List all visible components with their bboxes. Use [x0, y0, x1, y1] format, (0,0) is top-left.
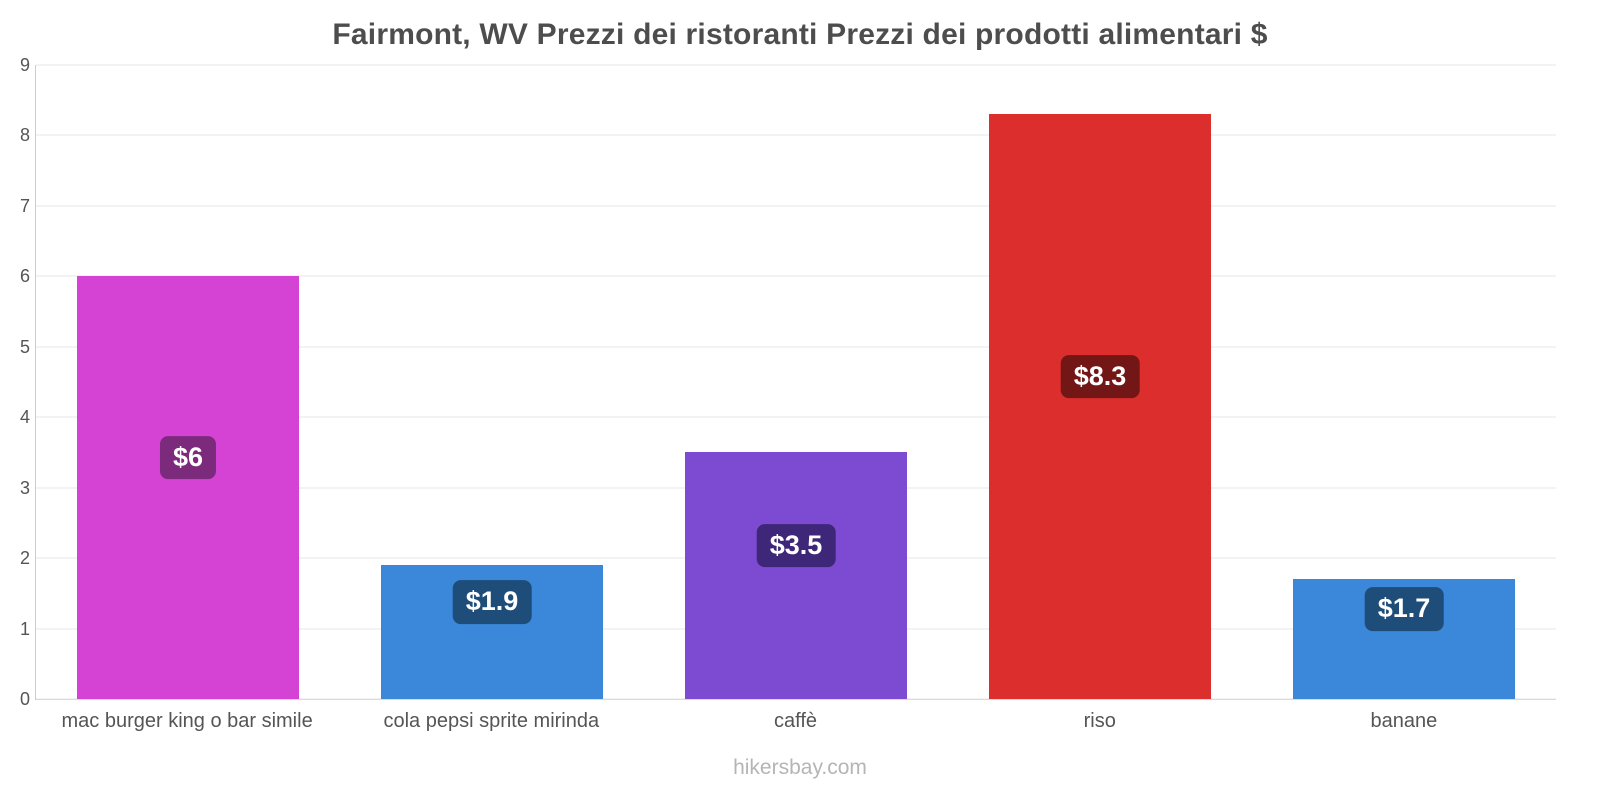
y-tick-label: 0: [19, 689, 30, 709]
bar-slot: $3.5: [644, 65, 948, 699]
bar-4: $1.7: [1293, 579, 1515, 699]
bar-slot: $6: [36, 65, 340, 699]
y-tick-label: 2: [19, 548, 30, 569]
y-tick-label: 4: [19, 407, 30, 428]
bar-value-label: $8.3: [1060, 354, 1140, 399]
x-axis-label: banane: [1370, 710, 1438, 732]
gridline: [36, 64, 1556, 66]
gridline: [36, 416, 1556, 418]
bar-slot: $1.9: [340, 65, 644, 699]
gridline: [36, 134, 1556, 136]
x-axis-label: mac burger king o bar simile: [61, 710, 313, 732]
bar-3: $8.3: [989, 114, 1211, 699]
bar-value-label: $1.9: [452, 580, 532, 624]
bar-value-label: $1.7: [1364, 587, 1444, 631]
y-tick-label: 5: [19, 336, 30, 357]
bar-1: $1.9: [381, 565, 603, 699]
gridline: [36, 698, 1556, 700]
y-tick-label: 8: [19, 125, 30, 146]
y-tick-label: 1: [19, 618, 30, 639]
x-axis-labels: mac burger king o bar simile cola pepsi s…: [35, 710, 1556, 733]
chart-title: Fairmont, WV Prezzi dei ristoranti Prezz…: [332, 18, 1268, 51]
bar-0: $6: [77, 276, 299, 699]
gridline: [36, 346, 1556, 348]
x-axis-label: caffè: [774, 710, 817, 732]
gridline: [36, 275, 1556, 277]
bar-2: $3.5: [685, 452, 907, 699]
bar-value-label: $6: [159, 435, 217, 480]
gridline: [36, 205, 1556, 207]
y-tick-label: 3: [19, 477, 30, 498]
bars-layer: $6 $1.9 $3.5 $8.3 $1.7: [36, 65, 1556, 699]
x-axis-label: riso: [1083, 710, 1116, 732]
y-tick-label: 7: [19, 195, 30, 216]
x-axis-label: cola pepsi sprite mirinda: [383, 710, 600, 732]
footer-watermark: hikersbay.com: [733, 756, 867, 779]
bar-slot: $8.3: [948, 65, 1252, 699]
y-tick-label: 9: [19, 55, 30, 75]
bar-value-label: $3.5: [756, 523, 836, 568]
plot-area: 0 1 2 3 4 5 6 7 8 9 $6 $1.9 $3.5 $8.3 $1.7: [20, 56, 1556, 708]
y-tick-label: 6: [19, 266, 30, 287]
bar-slot: $1.7: [1252, 65, 1556, 699]
